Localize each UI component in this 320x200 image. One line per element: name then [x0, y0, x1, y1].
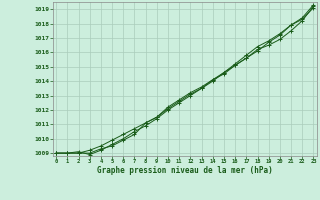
X-axis label: Graphe pression niveau de la mer (hPa): Graphe pression niveau de la mer (hPa): [97, 166, 273, 175]
